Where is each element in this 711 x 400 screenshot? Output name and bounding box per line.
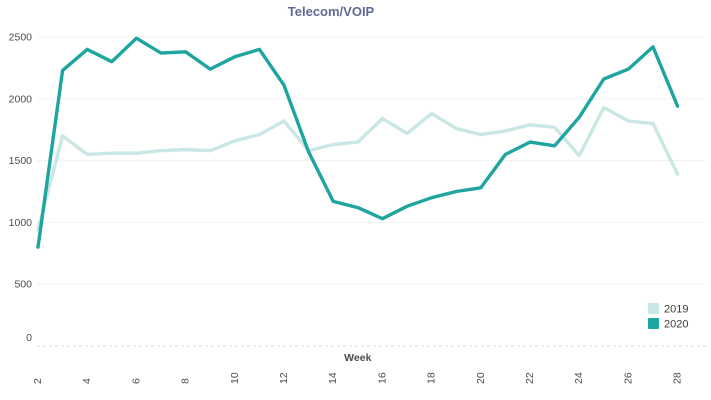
y-tick-label: 500 <box>14 279 32 291</box>
y-tick-label: 1000 <box>9 217 33 229</box>
series-line-2020 <box>36 36 680 249</box>
x-tick-label: 12 <box>278 372 290 384</box>
legend-label-2019: 2019 <box>664 304 688 316</box>
x-tick-label: 4 <box>81 378 93 384</box>
x-tick-label: 28 <box>672 372 684 384</box>
x-tick-label: 16 <box>376 372 388 384</box>
x-tick-label: 24 <box>573 372 585 384</box>
x-tick-label: 2 <box>32 378 44 384</box>
x-tick-label: 14 <box>327 372 339 384</box>
y-tick-label: 2500 <box>9 32 33 44</box>
series-line-2019 <box>36 105 680 232</box>
x-tick-label: 10 <box>229 372 241 384</box>
y-tick-label: 1500 <box>9 155 33 167</box>
y-tick-label: 0 <box>26 332 32 344</box>
axis-title-week: Week <box>344 352 371 364</box>
x-tick-label: 22 <box>524 372 536 384</box>
x-tick-label: 20 <box>475 372 487 384</box>
x-tick-label: 6 <box>130 378 142 384</box>
x-tick-label: 18 <box>426 372 438 384</box>
chart-title: Telecom/VOIP <box>288 4 375 19</box>
legend-label-2020: 2020 <box>664 319 688 331</box>
x-tick-label: 26 <box>622 372 634 384</box>
y-tick-label: 2000 <box>9 93 33 105</box>
legend-swatch-2019 <box>648 303 659 314</box>
legend-swatch-2020 <box>648 318 659 329</box>
x-tick-label: 8 <box>180 378 192 384</box>
